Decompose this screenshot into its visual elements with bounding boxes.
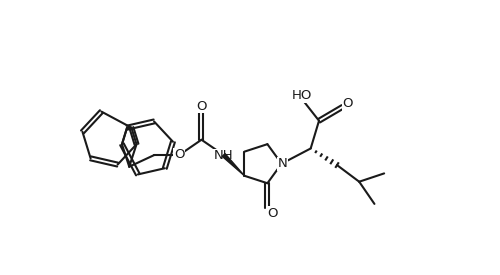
Text: NH: NH <box>214 150 234 163</box>
Polygon shape <box>222 154 244 176</box>
Text: N: N <box>278 157 287 170</box>
Text: O: O <box>174 148 184 161</box>
Text: O: O <box>196 100 206 112</box>
Text: O: O <box>267 207 278 220</box>
Text: HO: HO <box>292 89 312 102</box>
Text: O: O <box>342 97 353 111</box>
